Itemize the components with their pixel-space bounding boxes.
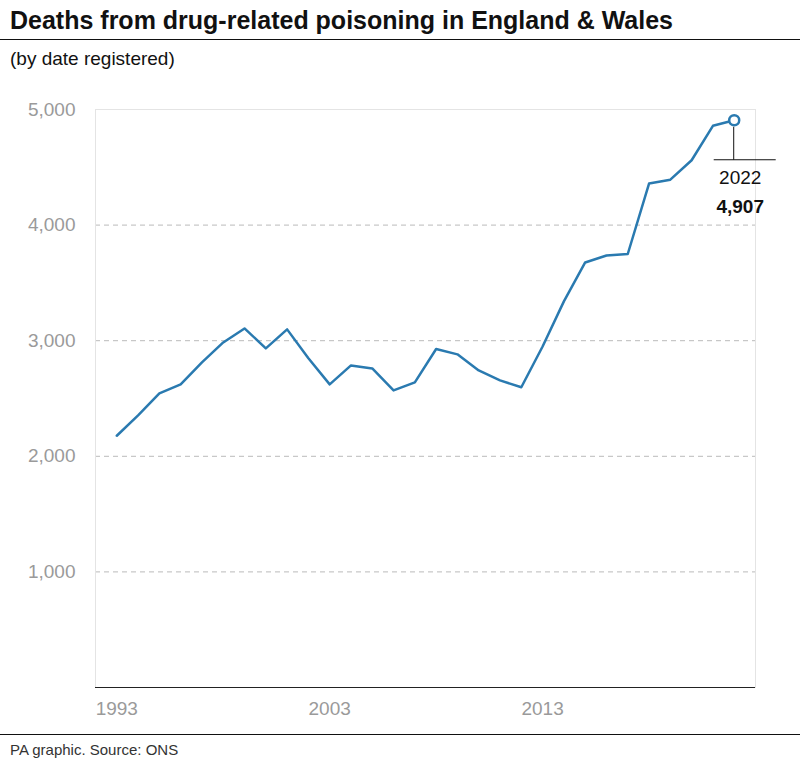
html-text:(by date registered): (by date registered) xyxy=(10,48,175,69)
html-text:PA graphic. Source: ONS: PA graphic. Source: ONS xyxy=(10,741,179,758)
svg-text:4,907: 4,907 xyxy=(716,196,764,217)
svg-text:4,000: 4,000 xyxy=(28,214,76,235)
svg-text:2,000: 2,000 xyxy=(28,445,76,466)
svg-text:5,000: 5,000 xyxy=(28,99,76,120)
svg-text:3,000: 3,000 xyxy=(28,330,76,351)
svg-text:2022: 2022 xyxy=(719,167,761,188)
svg-text:2003: 2003 xyxy=(309,698,351,719)
svg-text:1,000: 1,000 xyxy=(28,561,76,582)
html-text:Deaths from drug-related poiso: Deaths from drug-related poisoning in En… xyxy=(10,6,673,34)
svg-text:2013: 2013 xyxy=(521,698,563,719)
svg-text:1993: 1993 xyxy=(96,698,138,719)
